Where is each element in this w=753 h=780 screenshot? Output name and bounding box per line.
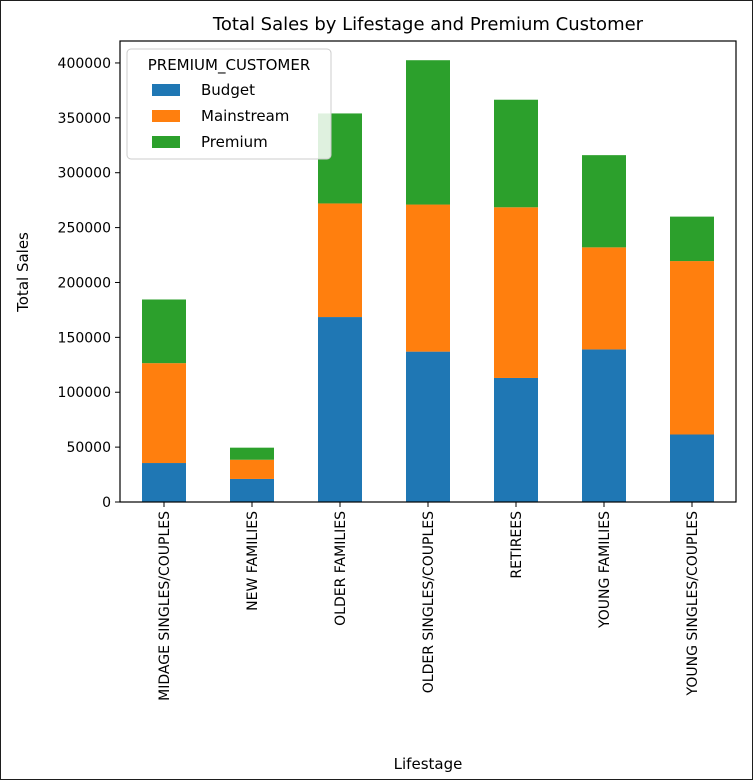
bar-budget — [142, 463, 186, 502]
bar-budget — [494, 377, 538, 502]
legend-swatch — [152, 136, 180, 148]
legend-label: Premium — [201, 133, 268, 151]
bar-mainstream — [670, 261, 714, 435]
bars-group — [142, 60, 714, 502]
bar-mainstream — [318, 203, 362, 318]
bar-mainstream — [494, 207, 538, 378]
legend-entries: Budget Mainstream Premium — [152, 81, 289, 151]
y-tick-label: 250000 — [58, 221, 111, 237]
y-tick-label: 300000 — [58, 166, 111, 182]
y-tick-label: 400000 — [58, 56, 111, 72]
chart-title: Total Sales by Lifestage and Premium Cus… — [212, 14, 644, 35]
x-axis-label: Lifestage — [394, 755, 463, 773]
bar-budget — [670, 434, 714, 502]
x-tick-label: RETIREES — [509, 511, 525, 579]
bar-premium — [230, 447, 274, 460]
x-tick-label: MIDAGE SINGLES/COUPLES — [157, 511, 173, 701]
legend-label: Budget — [201, 81, 255, 99]
legend-swatch — [152, 110, 180, 122]
y-tick-label: 200000 — [58, 275, 111, 291]
x-tick-label: NEW FAMILIES — [245, 511, 261, 611]
bar-mainstream — [142, 363, 186, 464]
y-tick-label: 100000 — [58, 385, 111, 401]
bar-budget — [318, 317, 362, 502]
y-axis-label: Total Sales — [14, 232, 32, 313]
legend-box — [126, 48, 332, 160]
y-tick-label: 350000 — [58, 111, 111, 127]
x-axis: MIDAGE SINGLES/COUPLES NEW FAMILIES OLDER … — [157, 502, 701, 701]
bar-premium — [406, 60, 450, 205]
x-tick-label: OLDER FAMILIES — [333, 511, 349, 626]
x-tick-label: YOUNG SINGLES/COUPLES — [685, 511, 701, 697]
legend: PREMIUM_CUSTOMER Budget Mainstream Premium — [126, 48, 332, 160]
x-tick-label: OLDER SINGLES/COUPLES — [421, 511, 437, 693]
bar-mainstream — [230, 459, 274, 479]
bar-premium — [582, 155, 626, 248]
y-tick-label: 0 — [102, 495, 111, 511]
bar-budget — [406, 351, 450, 502]
bar-premium — [142, 299, 186, 364]
bar-mainstream — [582, 247, 626, 350]
bar-mainstream — [406, 204, 450, 352]
legend-title: PREMIUM_CUSTOMER — [148, 56, 311, 75]
bar-premium — [494, 99, 538, 208]
bar-budget — [230, 478, 274, 502]
x-tick-label: YOUNG FAMILIES — [597, 511, 613, 629]
bar-premium — [670, 216, 714, 262]
y-axis: 0 50000 100000 150000 200000 250000 300000 3500… — [58, 56, 120, 511]
legend-swatch — [152, 84, 180, 96]
y-tick-label: 150000 — [58, 330, 111, 346]
legend-label: Mainstream — [201, 107, 289, 125]
y-tick-label: 50000 — [66, 440, 111, 456]
bar-budget — [582, 349, 626, 502]
